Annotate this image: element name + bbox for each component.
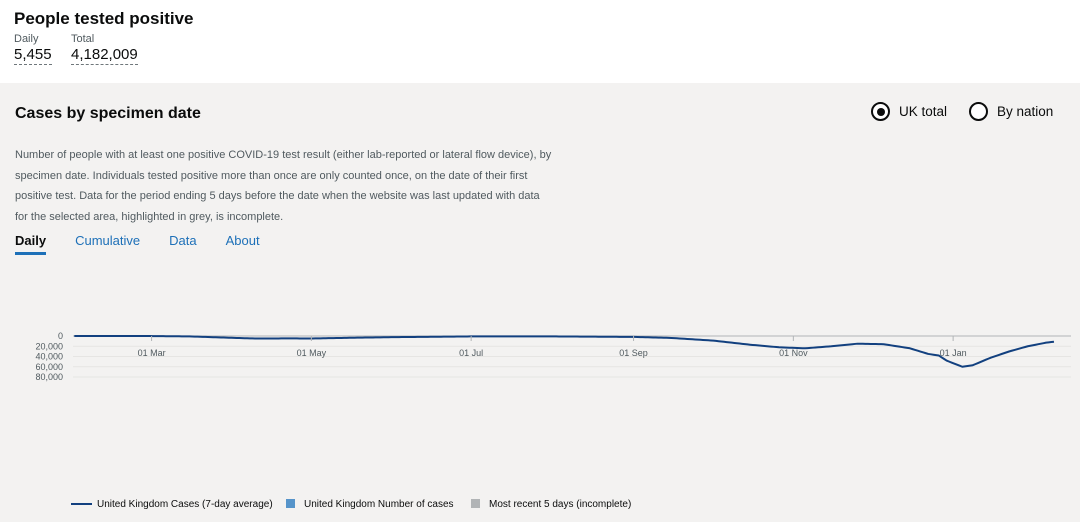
x-tick-label: 01 Sep [619,348,648,358]
y-tick-label: 60,000 [35,362,63,372]
x-tick-label: 01 Jul [459,348,483,358]
card-title: Cases by specimen date [15,105,201,122]
tab-cumulative[interactable]: Cumulative [75,233,141,248]
legend-label-incomplete: Most recent 5 days (incomplete) [489,499,631,510]
trend-line [74,335,1055,368]
chart-grid [73,335,1071,378]
daily-value[interactable]: 5,455 [14,46,52,65]
chart-card: Cases by specimen date UK total By natio… [0,83,1080,522]
y-tick-label: 80,000 [35,372,63,382]
total-label: Total [71,33,95,45]
cases-chart: 01 Mar 01 May 01 Jul 01 Sep 01 Nov 01 Jan 020… [35,331,1071,510]
radio-selected-icon [871,102,890,121]
tab-about[interactable]: About [225,233,260,248]
legend-label-average: United Kingdom Cases (7-day average) [97,499,273,510]
chart-trend [74,335,1055,368]
y-tick-label: 0 [58,331,63,341]
chart-tabs: Daily Cumulative Data About [15,233,289,255]
legend-bar-swatch [286,499,295,508]
x-tick-label: 01 Nov [779,348,808,358]
summary-header: People tested positive Daily 5,455 Total… [0,0,1080,83]
total-value[interactable]: 4,182,009 [71,46,138,65]
y-tick-label: 20,000 [35,341,63,351]
x-tick-label: 01 Jan [940,348,967,358]
tab-daily[interactable]: Daily [15,233,47,255]
radio-by-nation-label: By nation [997,104,1054,119]
chart-description: Number of people with at least one posit… [15,149,552,224]
chart-legend: United Kingdom Cases (7-day average) Unit… [71,499,631,510]
radio-uk-total-label: UK total [899,104,948,119]
legend-label-cases: United Kingdom Number of cases [304,499,454,510]
daily-label: Daily [14,33,39,45]
page-title: People tested positive [14,9,194,28]
radio-uk-total[interactable]: UK total [871,102,947,121]
radio-by-nation[interactable]: By nation [969,102,1053,121]
total-metric: Total 4,182,009 [71,33,138,65]
x-tick-label: 01 Mar [138,348,166,358]
daily-metric: Daily 5,455 [14,33,52,65]
x-tick-label: 01 May [297,348,327,358]
y-tick-label: 40,000 [35,352,63,362]
chart-x-axis: 01 Mar 01 May 01 Jul 01 Sep 01 Nov 01 Jan [138,336,967,358]
tab-data[interactable]: Data [169,233,197,248]
radio-unselected-icon [969,102,988,121]
legend-incomplete-swatch [471,499,480,508]
